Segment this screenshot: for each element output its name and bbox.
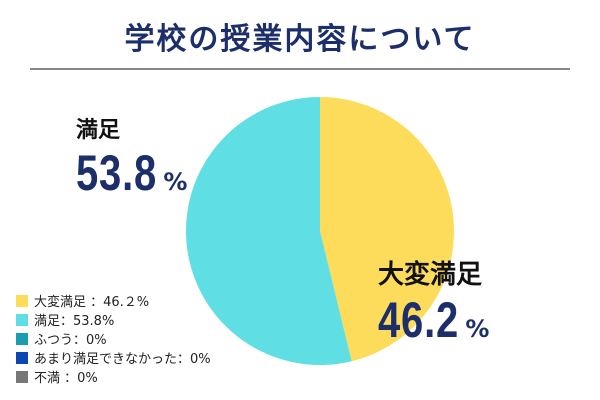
legend-item: あまり満足できなかった：0%	[16, 348, 211, 367]
legend-item: ふつう：0%	[16, 329, 211, 348]
legend-item: 不満 ：0%	[16, 367, 211, 386]
pie-slice-1	[185, 97, 352, 366]
legend-label: 満足：53.8%	[34, 314, 115, 329]
callout-unit: %	[163, 168, 188, 196]
legend-label: 不満 ：0%	[34, 371, 98, 386]
legend-swatch	[16, 313, 28, 326]
callout-value: 46.2	[378, 292, 460, 348]
legend-swatch	[16, 332, 28, 345]
callout-label: 満足	[76, 118, 121, 143]
callout-manzoku: 満足 53.8%	[76, 112, 187, 202]
legend: 大変満足 ：46.２% 満足：53.8% ふつう：0% あまり満足できなかった：…	[16, 291, 211, 386]
callout-daimanzoku: 大変満足 46.2%	[378, 254, 489, 349]
legend-swatch	[16, 351, 28, 364]
legend-label: あまり満足できなかった：0%	[34, 352, 211, 367]
legend-swatch	[16, 294, 28, 307]
chart-title: 学校の授業内容について	[124, 22, 476, 57]
title-divider	[30, 68, 570, 70]
legend-label: ふつう：0%	[34, 333, 107, 348]
callout-label: 大変満足	[378, 260, 483, 290]
callout-value: 53.8	[76, 145, 158, 201]
legend-swatch	[16, 370, 28, 383]
legend-item: 満足：53.8%	[16, 310, 211, 329]
pie-slice-0	[320, 97, 454, 362]
callout-unit: %	[465, 315, 490, 343]
legend-item: 大変満足 ：46.２%	[16, 291, 211, 310]
legend-label: 大変満足 ：46.２%	[34, 295, 150, 310]
